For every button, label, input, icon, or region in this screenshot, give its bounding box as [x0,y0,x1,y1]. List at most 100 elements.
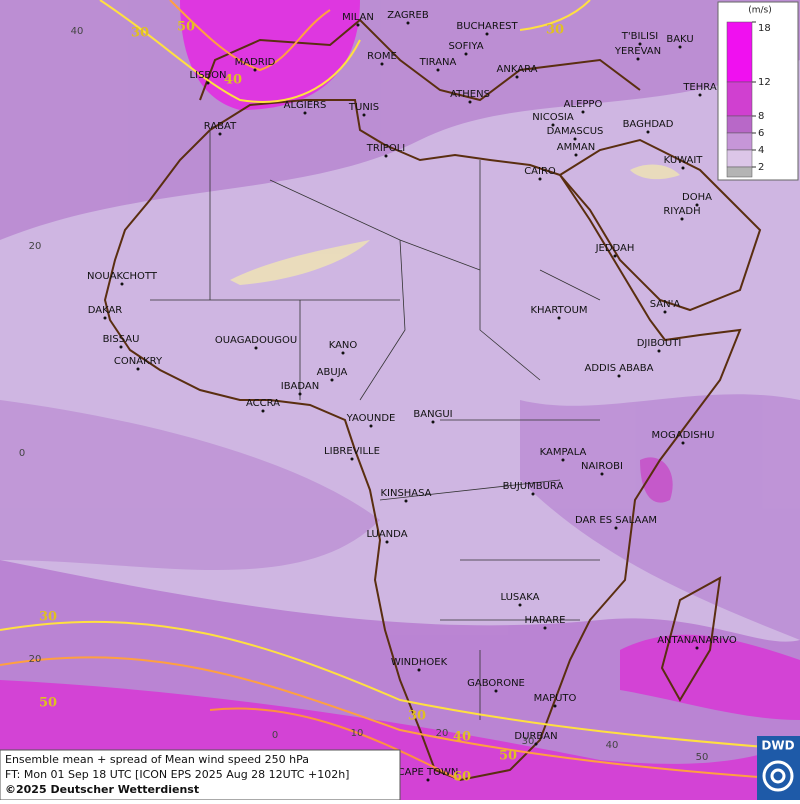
city-marker [553,704,557,708]
city-marker [431,420,435,424]
city-marker [531,492,535,496]
city-marker [636,57,640,61]
city-marker [369,424,373,428]
city-marker [253,68,257,72]
city-marker [206,81,210,85]
city-marker [613,254,617,258]
city-label: HARARE [524,615,565,626]
city-label: TUNIS [348,102,379,113]
legend-items: 18 12 8 6 4 2 [726,21,771,178]
city-label: DOHA [682,192,712,203]
city-label: ZAGREB [387,10,429,21]
city-label: CAIRO [524,166,556,177]
city-marker [646,130,650,134]
legend-unit: (m/s) [748,6,772,16]
city-label: TRIPOLI [366,143,405,154]
city-marker [538,177,542,181]
legend-swatch [726,149,753,168]
longitude-label: 10 [351,728,364,739]
city-label: SAN'A [650,299,681,310]
latitude-label: 0 [19,448,25,459]
city-label: GABORONE [467,678,525,689]
city-marker [436,68,440,72]
legend-swatch [726,166,753,178]
footer-forecast: FT: Mon 01 Sep 18 UTC [ICON EPS 2025 Aug… [5,768,349,781]
longitude-label: 50 [696,752,709,763]
city-label: KHARTOUM [530,305,587,316]
contour-label: 40 [224,73,242,88]
city-label: YEREVAN [614,46,661,57]
city-marker [600,472,604,476]
city-label: OUAGADOUGOU [215,335,297,346]
city-marker [695,646,699,650]
city-marker [426,778,430,782]
city-marker [695,203,699,207]
city-marker [406,21,410,25]
logo-swirl-inner [770,768,786,784]
contour-label: 30 [39,610,57,625]
city-label: ANKARA [497,64,538,75]
longitude-label: 30 [522,736,535,747]
city-marker [261,409,265,413]
city-marker [574,153,578,157]
city-label: DAR ES SALAAM [575,515,657,526]
logo-text: DWD [761,739,794,753]
legend-tick-label: 2 [758,162,764,173]
city-label: MADRID [235,57,276,68]
coastline [103,18,762,782]
city-marker [464,52,468,56]
city-label: CONAKRY [114,356,163,367]
city-marker [663,310,667,314]
city-marker [543,626,547,630]
contour-label: 30 [408,709,426,724]
city-label: ATHENS [450,89,490,100]
city-marker [254,346,258,350]
city-label: NAIROBI [581,461,623,472]
contour-label: 50 [39,696,57,711]
city-marker [617,374,621,378]
city-label: LIBREVILLE [324,446,380,457]
city-label: BUCHAREST [456,21,518,32]
city-label: ANTANANARIVO [657,635,737,646]
city-marker [581,110,585,114]
city-marker [681,441,685,445]
legend-tick-label: 4 [758,145,764,156]
contour-label: 40 [453,730,471,745]
city-label: LUANDA [366,529,407,540]
contour-label: 60 [453,770,471,785]
city-label: DAMASCUS [547,126,604,137]
footer-title: Ensemble mean + spread of Mean wind spee… [5,753,309,766]
longitude-label: 40 [606,740,619,751]
city-marker [362,113,366,117]
legend: (m/s) 18 12 8 6 4 2 [717,1,799,181]
legend-tick-label: 18 [758,23,771,34]
city-marker [614,526,618,530]
city-label: ABUJA [317,367,348,378]
city-marker [561,458,565,462]
city-marker [698,93,702,97]
city-label: ACCRA [246,398,280,409]
city-label: BAGHDAD [623,119,674,130]
city-label: NICOSIA [532,112,574,123]
city-marker [638,42,642,46]
city-label: BANGUI [413,409,452,420]
latitude-label: 40 [71,26,84,37]
city-marker [485,32,489,36]
city-label: ADDIS ABABA [585,363,654,374]
city-marker [385,540,389,544]
city-label: DURBAN [514,731,557,742]
city-label: CAPE TOWN [398,767,459,778]
city-label: BUJUMBURA [503,481,564,492]
city-label: NOUAKCHOTT [87,271,158,282]
city-marker [518,603,522,607]
city-label: TEHRA [682,82,716,93]
city-marker [468,100,472,104]
city-label: BAKU [666,34,693,45]
legend-swatch [726,115,753,134]
city-marker [404,499,408,503]
contour-label: 50 [177,20,195,35]
contours [0,0,800,781]
city-marker [103,316,107,320]
city-marker [417,668,421,672]
city-label: YAOUNDE [346,413,396,424]
